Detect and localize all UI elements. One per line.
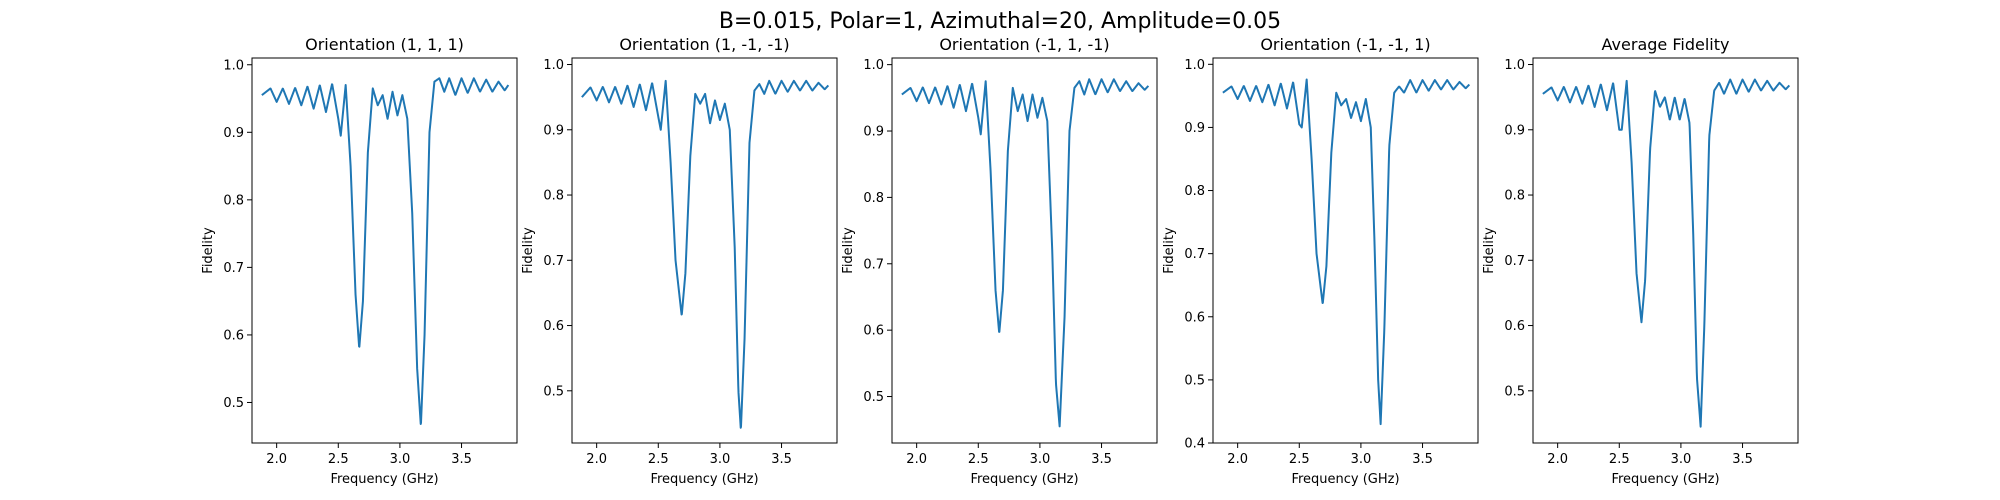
y-tick-label: 0.5 xyxy=(863,390,884,405)
x-tick-label: 2.5 xyxy=(968,452,989,467)
fidelity-series-line xyxy=(1542,78,1791,428)
x-tick-label: 3.0 xyxy=(1030,452,1051,467)
y-axis-label: Fidelity xyxy=(201,227,216,274)
axes-frame xyxy=(251,57,518,444)
x-tick-label: 3.0 xyxy=(710,452,731,467)
y-tick-label: 0.7 xyxy=(1504,254,1525,269)
x-axis-label: Frequency (GHz) xyxy=(650,472,758,487)
y-tick-label: 0.7 xyxy=(1184,247,1205,262)
subplot-title: Average Fidelity xyxy=(1602,35,1730,54)
y-tick-label: 0.5 xyxy=(1504,384,1525,399)
y-tick-label: 0.9 xyxy=(1184,121,1205,136)
subplot-grid: Orientation (1, 1, 1) 2.0 2.5 3.0 3.5 0.5 0.6 0… xyxy=(201,35,1799,487)
y-tick-label: 0.5 xyxy=(1184,373,1205,388)
y-tick-label: 0.8 xyxy=(863,191,884,206)
subplot-title: Orientation (-1, 1, -1) xyxy=(939,35,1109,54)
axes-frame xyxy=(891,57,1158,444)
axes-frame xyxy=(1212,57,1479,444)
x-axis-label: Frequency (GHz) xyxy=(970,472,1078,487)
x-tick-label: 2.5 xyxy=(648,452,669,467)
x-tick-label: 2.0 xyxy=(1547,452,1568,467)
y-tick-label: 0.9 xyxy=(863,125,884,140)
y-tick-label: 0.8 xyxy=(543,189,564,204)
y-tick-label: 0.9 xyxy=(1504,123,1525,138)
subplot-5: Average Fidelity 2.0 2.5 3.0 3.5 0.5 0.6 0.7 0.8… xyxy=(1482,35,1799,487)
subplot-3: Orientation (-1, 1, -1) 2.0 2.5 3.0 3.5 0.5 0.… xyxy=(841,35,1158,487)
subplot-title: Orientation (1, 1, 1) xyxy=(305,35,464,54)
figure-suptitle: B=0.015, Polar=1, Azimuthal=20, Amplitud… xyxy=(719,9,1281,34)
y-tick-label: 1.0 xyxy=(1184,58,1205,73)
y-tick-label: 0.7 xyxy=(543,254,564,269)
x-tick-label: 2.5 xyxy=(1289,452,1310,467)
y-tick-label: 0.6 xyxy=(1504,319,1525,334)
y-tick-label: 0.8 xyxy=(1184,184,1205,199)
y-tick-label: 0.6 xyxy=(543,319,564,334)
x-axis-label: Frequency (GHz) xyxy=(330,472,438,487)
y-tick-label: 0.8 xyxy=(1504,189,1525,204)
x-tick-label: 3.5 xyxy=(1091,452,1112,467)
fidelity-series-line xyxy=(1222,78,1471,426)
y-tick-label: 0.7 xyxy=(223,261,244,276)
x-tick-label: 2.0 xyxy=(266,452,287,467)
y-axis-label: Fidelity xyxy=(841,227,856,274)
fidelity-series-line xyxy=(261,77,510,425)
y-axis-label: Fidelity xyxy=(521,227,536,274)
axes-frame xyxy=(571,57,838,444)
x-tick-label: 2.0 xyxy=(906,452,927,467)
y-tick-label: 0.9 xyxy=(223,126,244,141)
y-tick-label: 1.0 xyxy=(863,58,884,73)
subplot-title: Orientation (1, -1, -1) xyxy=(619,35,789,54)
x-tick-label: 3.0 xyxy=(1351,452,1372,467)
axes-frame xyxy=(1532,57,1799,444)
y-tick-label: 0.5 xyxy=(543,384,564,399)
fidelity-series-line xyxy=(901,78,1150,428)
x-tick-label: 2.0 xyxy=(1227,452,1248,467)
x-tick-label: 2.5 xyxy=(1609,452,1630,467)
x-tick-label: 2.5 xyxy=(328,452,349,467)
x-tick-label: 3.0 xyxy=(390,452,411,467)
y-tick-label: 0.6 xyxy=(223,328,244,343)
x-tick-label: 3.0 xyxy=(1671,452,1692,467)
x-tick-label: 3.5 xyxy=(1732,452,1753,467)
y-axis-label: Fidelity xyxy=(1482,227,1497,274)
y-tick-label: 0.6 xyxy=(1184,310,1205,325)
y-tick-label: 0.5 xyxy=(223,396,244,411)
x-tick-label: 3.5 xyxy=(771,452,792,467)
fidelity-series-line xyxy=(581,79,830,429)
subplot-2: Orientation (1, -1, -1) 2.0 2.5 3.0 3.5 0.5 0.… xyxy=(521,35,838,487)
x-tick-label: 3.5 xyxy=(1412,452,1433,467)
y-tick-label: 0.7 xyxy=(863,257,884,272)
y-tick-label: 1.0 xyxy=(223,58,244,73)
y-tick-label: 0.4 xyxy=(1184,437,1205,452)
subplot-title: Orientation (-1, -1, 1) xyxy=(1260,35,1430,54)
y-tick-label: 0.9 xyxy=(543,123,564,138)
x-tick-label: 2.0 xyxy=(586,452,607,467)
y-tick-label: 1.0 xyxy=(543,58,564,73)
y-tick-label: 1.0 xyxy=(1504,58,1525,73)
y-tick-label: 0.6 xyxy=(863,324,884,339)
subplot-1: Orientation (1, 1, 1) 2.0 2.5 3.0 3.5 0.5 0.6 0… xyxy=(201,35,518,487)
x-tick-label: 3.5 xyxy=(451,452,472,467)
y-axis-label: Fidelity xyxy=(1162,227,1177,274)
y-tick-label: 0.8 xyxy=(223,193,244,208)
x-axis-label: Frequency (GHz) xyxy=(1291,472,1399,487)
x-axis-label: Frequency (GHz) xyxy=(1611,472,1719,487)
subplot-4: Orientation (-1, -1, 1) 2.0 2.5 3.0 3.5 0.4 0.… xyxy=(1162,35,1479,487)
